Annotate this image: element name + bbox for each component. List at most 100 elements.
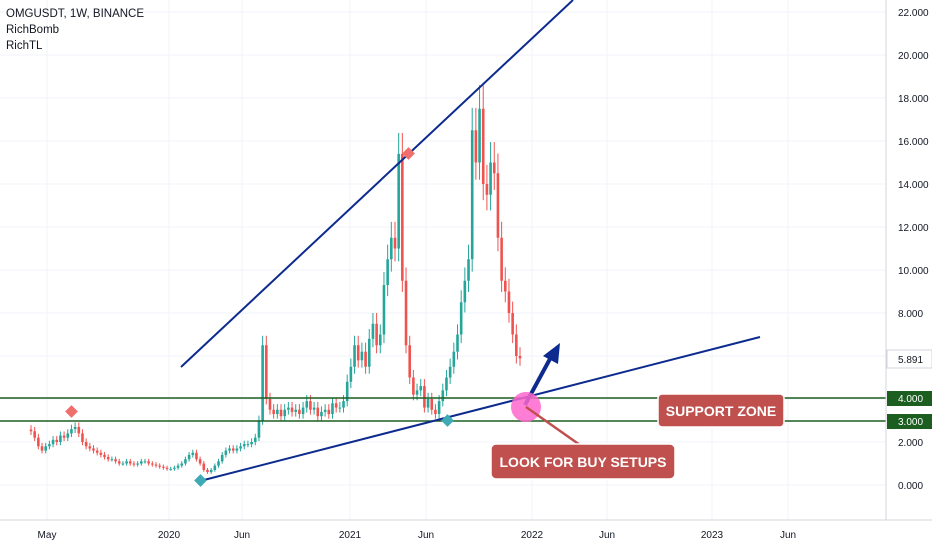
candle-up — [250, 442, 253, 445]
candle-up — [235, 448, 239, 451]
candle-up — [257, 420, 261, 438]
candle-down — [206, 469, 209, 473]
buy-setups-label: LOOK FOR BUY SETUPS — [500, 454, 667, 470]
candle-up — [143, 461, 147, 463]
candle-down — [434, 409, 437, 415]
candle-up — [390, 237, 393, 260]
candle-down — [485, 184, 489, 195]
candle-down — [279, 409, 283, 417]
candle-down — [33, 431, 36, 438]
candle-up — [448, 366, 452, 378]
candle-up — [349, 366, 353, 382]
candle-down — [316, 407, 320, 417]
candle-down — [103, 454, 106, 458]
candle-up — [187, 454, 191, 460]
candle-up — [287, 407, 290, 410]
candle-up — [276, 409, 279, 415]
candle-up — [386, 259, 389, 286]
candles — [29, 85, 522, 474]
candle-down — [500, 237, 503, 281]
time-tick-label: Jun — [418, 530, 434, 541]
candle-down — [492, 162, 496, 174]
candle-down — [151, 463, 154, 465]
candle-down — [195, 452, 198, 460]
candle-up — [331, 403, 334, 415]
candle-down — [55, 439, 59, 442]
candle-up — [184, 459, 187, 464]
time-tick-label: May — [38, 530, 57, 541]
candle-down — [147, 461, 150, 464]
candle-up — [445, 377, 448, 391]
candle-down — [158, 465, 161, 467]
candle-down — [128, 461, 132, 464]
price-tick-label: 22.000 — [898, 8, 929, 19]
candle-down — [503, 280, 507, 292]
buy-signal-marker — [194, 474, 207, 487]
candle-down — [154, 464, 158, 466]
candle-up — [382, 285, 386, 335]
candle-up — [415, 390, 419, 395]
candle-up — [224, 450, 228, 455]
candle-down — [423, 386, 426, 408]
candle-up — [459, 302, 463, 335]
candle-down — [165, 467, 169, 469]
candle-up — [121, 463, 125, 465]
candle-up — [323, 409, 327, 412]
support-price-upper: 4.000 — [898, 394, 923, 405]
candle-up — [191, 452, 195, 455]
candle-up — [228, 448, 231, 451]
candle-down — [408, 345, 411, 378]
time-tick-label: Jun — [234, 530, 250, 541]
chart-grid — [0, 0, 886, 520]
candle-up — [294, 409, 298, 412]
buy-signal-marker — [441, 414, 454, 427]
candle-down — [290, 407, 294, 412]
candle-down — [511, 313, 514, 335]
upper-trendline — [180, 0, 574, 368]
candle-up — [70, 429, 73, 434]
candle-down — [37, 437, 40, 447]
candle-up — [246, 444, 250, 446]
sell-signal-marker — [402, 147, 415, 160]
time-axis[interactable]: May 2020 Jun 2021 Jun 2022 Jun 2023 Jun — [38, 530, 797, 541]
candle-up — [489, 162, 492, 195]
candle-up — [301, 407, 305, 415]
candle-down — [62, 435, 66, 438]
candle-down — [430, 399, 434, 410]
candle-down — [375, 323, 378, 346]
candle-up — [437, 401, 441, 415]
candle-up — [51, 439, 55, 445]
candle-up — [345, 381, 349, 402]
candle-down — [81, 433, 84, 442]
candle-up — [66, 433, 70, 438]
candle-down — [77, 426, 81, 434]
candle-down — [114, 459, 117, 462]
candle-down — [507, 291, 511, 313]
candle-up — [478, 108, 481, 163]
support-price-lower: 3.000 — [898, 417, 923, 428]
candle-up — [217, 461, 220, 466]
candle-up — [419, 386, 423, 391]
buy-setups-callout: LOOK FOR BUY SETUPS — [490, 443, 676, 480]
time-tick-label: 2022 — [521, 530, 544, 541]
time-tick-label: 2023 — [701, 530, 724, 541]
support-tag-upper: 4.000 — [887, 391, 932, 406]
candle-up — [470, 130, 474, 260]
candle-up — [44, 446, 48, 451]
candle-up — [73, 426, 77, 430]
candle-down — [162, 466, 165, 468]
support-zone-label: SUPPORT ZONE — [666, 403, 776, 419]
candle-up — [220, 454, 224, 462]
price-tick-label: 16.000 — [898, 137, 929, 148]
candle-down — [298, 409, 301, 415]
candle-up — [59, 435, 62, 442]
indicator-richtl[interactable]: RichTL — [6, 40, 43, 52]
candle-up — [305, 401, 309, 408]
candle-down — [393, 237, 397, 249]
candle-up — [338, 407, 342, 409]
candle-down — [334, 403, 338, 408]
indicator-richbomb[interactable]: RichBomb — [6, 24, 60, 36]
candle-down — [272, 409, 275, 415]
candle-up — [441, 390, 445, 402]
